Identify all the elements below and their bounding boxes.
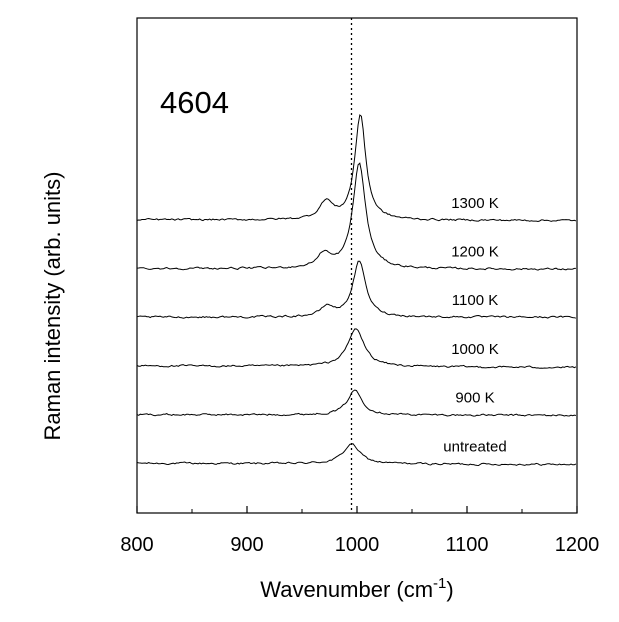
x-axis-label: Wavenumber (cm-1) bbox=[260, 575, 453, 602]
x-tick-label-800: 800 bbox=[120, 534, 153, 556]
y-axis-label: Raman intensity (arb. units) bbox=[40, 172, 65, 441]
series-line-untreated bbox=[136, 443, 577, 467]
series-label-1200-k: 1200 K bbox=[451, 243, 499, 260]
series-line-900-k bbox=[136, 389, 577, 417]
x-axis-label-close: ) bbox=[446, 577, 453, 602]
x-tick-label-1100: 1100 bbox=[445, 534, 488, 556]
series-label-untreated: untreated bbox=[443, 438, 506, 455]
x-axis-label-superscript: -1 bbox=[433, 575, 446, 592]
chart-title: 4604 bbox=[160, 85, 229, 120]
x-tick-label-1000: 1000 bbox=[335, 534, 380, 556]
series-label-1000-k: 1000 K bbox=[451, 341, 499, 358]
x-tick-label-900: 900 bbox=[230, 534, 263, 556]
series-label-1300-k: 1300 K bbox=[451, 195, 499, 212]
series-line-1200-k bbox=[136, 162, 576, 271]
series-label-900-k: 900 K bbox=[455, 390, 494, 407]
series-line-1300-k bbox=[136, 114, 577, 223]
series-line-1100-k bbox=[136, 260, 577, 319]
series-line-1000-k bbox=[136, 328, 577, 369]
x-axis-label-main: Wavenumber (cm bbox=[260, 577, 433, 602]
series-label-1100-k: 1100 K bbox=[452, 292, 498, 309]
x-tick-label-1200: 1200 bbox=[555, 534, 600, 556]
